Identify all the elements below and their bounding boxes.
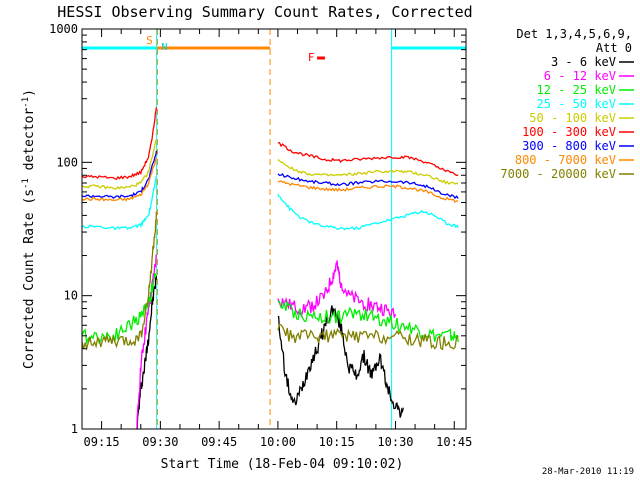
legend-item-label: 7000 - 20000 keV (500, 167, 616, 181)
legend-item-label: 25 - 50 keV (537, 97, 616, 111)
series-line-4 (81, 139, 459, 190)
series-lines (81, 107, 459, 430)
x-tick-label: 09:30 (142, 435, 178, 449)
chart-title: HESSI Observing Summary Count Rates, Cor… (57, 3, 472, 21)
legend-item-label: 300 - 800 keV (522, 139, 616, 153)
y-label-mid: detector (22, 108, 37, 179)
x-tick-label: 09:45 (201, 435, 237, 449)
x-tick-label: 10:45 (436, 435, 472, 449)
legend-item-label: 800 - 7000 keV (515, 153, 616, 167)
series-line-6 (81, 150, 459, 200)
x-tick-label: 10:00 (260, 435, 296, 449)
x-tick-label: 10:30 (377, 435, 413, 449)
top-bars (82, 46, 466, 60)
y-label-end: ) (22, 89, 37, 97)
x-tick-label: 10:15 (319, 435, 355, 449)
footer-date: 28-Mar-2010 11:19 (542, 467, 634, 477)
y-tick-label: 1000 (49, 22, 78, 36)
series-line-5 (81, 107, 459, 180)
marker-n: N (161, 42, 167, 53)
y-tick-label: 100 (56, 155, 78, 169)
legend-header-2: Att 0 (596, 41, 632, 55)
y-label-main: Corrected Count Rate (s (22, 189, 37, 369)
series-line-3 (81, 175, 459, 231)
legend-item-label: 50 - 100 keV (529, 111, 616, 125)
y-label-sup2: -1 (21, 97, 31, 108)
y-label-sup1: -1 (21, 178, 31, 189)
marker-s: S (146, 34, 153, 47)
legend-header-1: Det 1,3,4,5,6,9, (516, 27, 632, 41)
plot-frame (81, 28, 467, 430)
series-line-8 (81, 211, 459, 352)
legend-item-label: 6 - 12 keV (544, 69, 616, 83)
legend-item-label: 12 - 25 keV (537, 83, 616, 97)
y-tick-label: 10 (64, 289, 78, 303)
event-markers: SN F (146, 34, 314, 64)
legend-item-label: 100 - 300 keV (522, 125, 616, 139)
marker-f: F (308, 51, 315, 64)
x-tick-label: 09:15 (84, 435, 120, 449)
series-line-7 (81, 157, 459, 203)
x-axis-label: Start Time (18-Feb-04 09:10:02) (161, 457, 404, 472)
y-axis-ticks: 1 10 100 1000 (49, 22, 466, 436)
series-line-0 (136, 275, 404, 430)
y-axis-label: Corrected Count Rate (s-1 detector-1) (21, 89, 37, 369)
series-line-1 (136, 254, 397, 430)
x-axis-ticks: 09:15 09:30 09:45 10:00 10:15 10:30 10:45 (84, 29, 472, 449)
y-tick-label: 1 (71, 422, 78, 436)
legend-item-label: 3 - 6 keV (551, 55, 616, 69)
